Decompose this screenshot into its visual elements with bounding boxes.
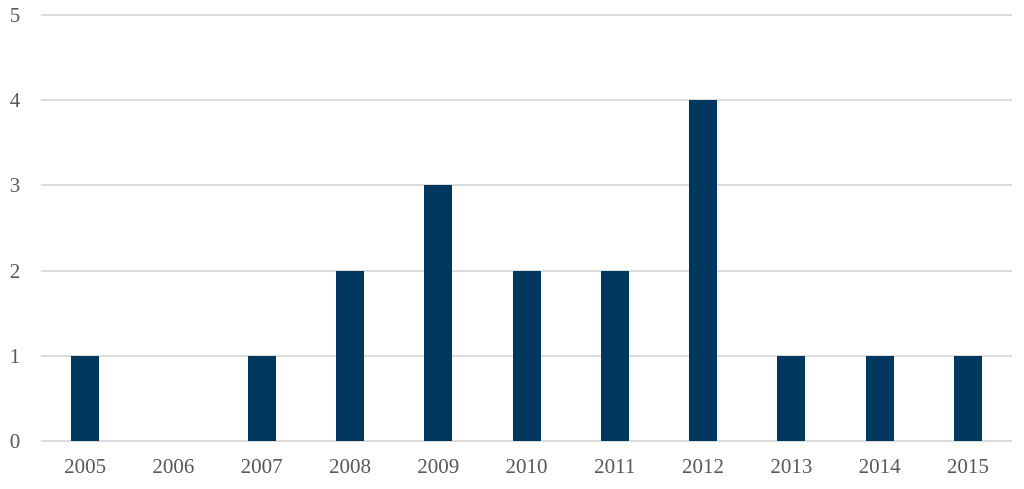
x-axis-tick-label: 2005	[64, 454, 107, 478]
bar	[512, 270, 541, 441]
x-axis-tick-label: 2012	[682, 454, 725, 478]
bar	[424, 185, 453, 441]
bar	[689, 100, 718, 441]
x-axis-tick-label: 2008	[328, 454, 371, 478]
bar	[247, 355, 276, 441]
x-axis-tick-label: 2009	[417, 454, 460, 478]
x-axis-tick-label: 2013	[770, 454, 813, 478]
x-axis-tick-label: 2015	[946, 454, 989, 478]
x-axis-tick-label: 2006	[152, 454, 195, 478]
y-axis-tick-label: 4	[9, 88, 21, 113]
y-axis-tick-label: 3	[9, 173, 21, 198]
gridline	[41, 184, 1012, 187]
y-axis-tick-label: 0	[9, 429, 21, 453]
bar	[335, 270, 364, 441]
bar	[777, 355, 806, 441]
y-axis-tick-label: 1	[9, 343, 21, 368]
x-axis-tick-label: 2011	[594, 454, 636, 478]
gridline	[41, 440, 1012, 442]
bar	[865, 355, 894, 441]
plot-area	[41, 14, 1012, 442]
bar	[953, 355, 982, 441]
gridline	[41, 14, 1012, 16]
y-axis-tick-label: 5	[9, 3, 21, 27]
x-axis-tick-label: 2007	[240, 454, 283, 478]
gridline	[41, 99, 1012, 102]
x-axis-tick-label: 2014	[858, 454, 901, 478]
bar	[71, 355, 100, 441]
y-axis-tick-label: 2	[9, 258, 21, 283]
x-axis-tick-label: 2010	[505, 454, 548, 478]
bar	[600, 270, 629, 441]
